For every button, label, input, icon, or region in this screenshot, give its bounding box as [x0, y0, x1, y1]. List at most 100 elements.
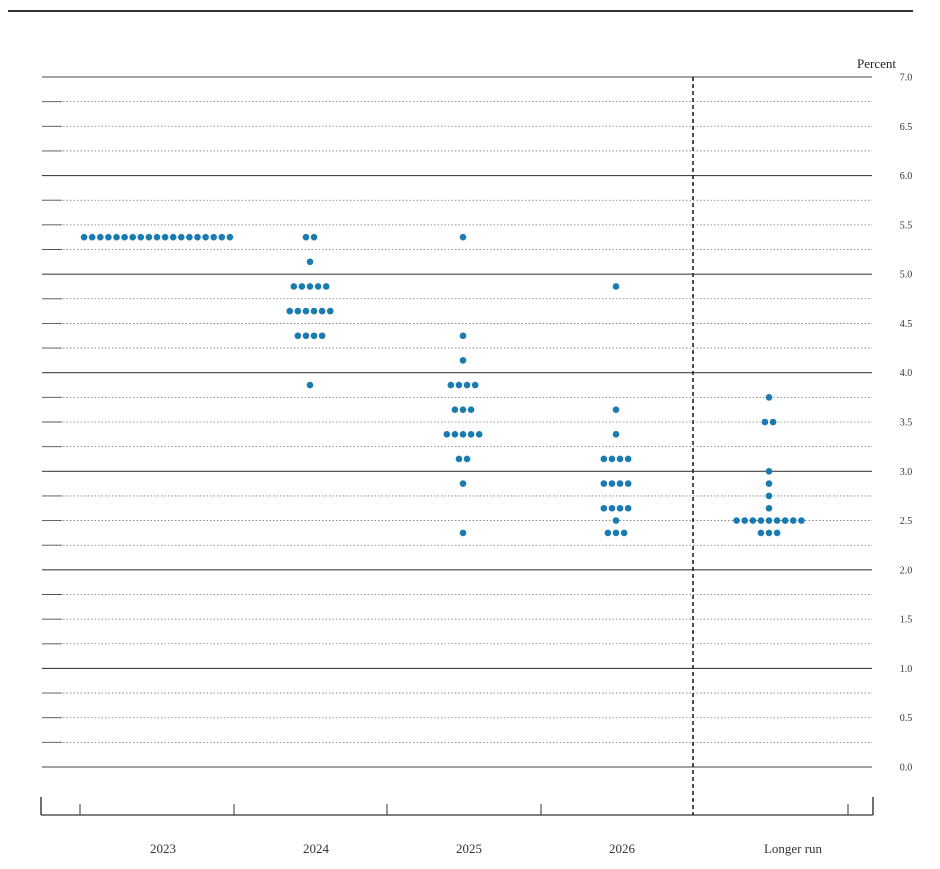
dot-marker	[455, 455, 463, 463]
dot-marker	[306, 381, 314, 389]
dot-marker	[761, 418, 769, 426]
dot-marker	[773, 517, 781, 524]
dot-marker	[749, 517, 757, 524]
dot-marker	[80, 233, 88, 241]
dot-marker	[443, 431, 451, 438]
dot-marker	[467, 431, 475, 438]
dot-marker	[757, 517, 765, 524]
dot-marker	[202, 233, 209, 241]
y-tick-label: 6.5	[900, 122, 913, 133]
dot-marker	[459, 529, 467, 537]
dot-marker	[129, 233, 136, 241]
dot-marker	[318, 332, 326, 340]
x-category-label: 2024	[303, 841, 330, 856]
dot-marker	[121, 233, 128, 241]
dot-marker	[624, 504, 632, 512]
dot-marker	[608, 455, 616, 463]
dot-marker	[310, 307, 318, 315]
dot-marker	[612, 517, 620, 524]
x-category-label: 2026	[609, 841, 636, 856]
dot-marker	[310, 233, 318, 241]
dot-marker	[294, 332, 302, 340]
dot-marker	[459, 357, 467, 364]
dot-marker	[459, 233, 467, 241]
dot-marker	[773, 529, 781, 537]
dot-marker	[459, 431, 467, 438]
dot-marker	[624, 480, 632, 487]
dot-marker	[765, 467, 773, 475]
dot-marker	[616, 480, 624, 487]
x-axis	[40, 797, 874, 816]
x-category-labels: 2023 2024 2025 2026 Longer run	[150, 841, 823, 856]
y-tick-label: 3.0	[900, 467, 913, 478]
y-tick-label: 2.5	[900, 516, 913, 527]
dot-marker	[302, 307, 310, 315]
dot-marker	[741, 517, 748, 524]
dot-marker	[765, 504, 773, 512]
dot-marker	[186, 233, 193, 241]
dot-marker	[765, 394, 773, 401]
dot-marker	[310, 332, 318, 340]
dot-marker	[475, 431, 483, 438]
y-tick-label: 4.5	[900, 319, 913, 330]
dot-marker	[798, 517, 805, 524]
y-tick-label: 5.0	[900, 270, 913, 281]
dot-marker	[616, 504, 624, 512]
dot-marker	[459, 332, 467, 340]
y-tick-label: 3.5	[900, 418, 913, 429]
dot-marker	[194, 233, 201, 241]
dot-marker	[169, 233, 177, 241]
dot-marker	[471, 381, 479, 389]
dot-marker	[769, 418, 777, 426]
y-tick-label: 6.0	[900, 171, 913, 182]
dot-marker	[620, 529, 628, 537]
dot-marker	[467, 406, 475, 413]
dot-marker	[459, 406, 467, 413]
y-tick-label: 0.5	[900, 713, 913, 724]
dot-marker	[298, 283, 306, 290]
dot-marker	[765, 492, 773, 500]
dot-marker	[302, 332, 310, 340]
dot-marker	[612, 406, 620, 413]
dot-marker	[616, 455, 624, 463]
dot-marker	[608, 480, 616, 487]
dot-marker	[612, 431, 620, 438]
x-category-label: 2023	[150, 841, 176, 856]
dot-marker	[608, 504, 616, 512]
dot-marker	[210, 233, 217, 241]
dot-marker	[765, 517, 773, 524]
dot-marker	[105, 233, 112, 241]
dot-marker	[314, 283, 322, 290]
dot-marker	[451, 431, 459, 438]
dot-marker	[306, 258, 314, 266]
dot-marker	[137, 233, 145, 241]
x-category-label: Longer run	[764, 841, 823, 856]
dot-marker	[153, 233, 161, 241]
dot-marker	[178, 233, 185, 241]
dot-marker	[113, 233, 120, 241]
dot-marker	[326, 307, 334, 315]
dot-marker	[161, 233, 169, 241]
x-category-label: 2025	[456, 841, 482, 856]
dot-marker	[451, 406, 459, 413]
dot-marker	[604, 529, 612, 537]
dot-marker	[447, 381, 455, 389]
dot-marker	[318, 307, 326, 315]
dots	[80, 233, 805, 537]
dot-marker	[290, 283, 298, 290]
dot-marker	[306, 283, 314, 290]
dot-marker	[294, 307, 302, 315]
dot-marker	[765, 529, 773, 537]
dot-marker	[218, 233, 226, 241]
dot-marker	[612, 283, 620, 290]
dot-marker	[145, 233, 153, 241]
dot-marker	[612, 529, 620, 537]
dot-marker	[781, 517, 789, 524]
dot-marker	[322, 283, 330, 290]
dot-marker	[455, 381, 463, 389]
y-axis-label: Percent	[857, 56, 896, 71]
dot-marker	[97, 233, 104, 241]
y-tick-labels: 0.0 0.5 1.0 1.5 2.0 2.5 3.0 3.5 4.0 4.5 5.0 5.5 6.0 6…	[900, 73, 913, 774]
y-tick-label: 0.0	[900, 763, 913, 774]
